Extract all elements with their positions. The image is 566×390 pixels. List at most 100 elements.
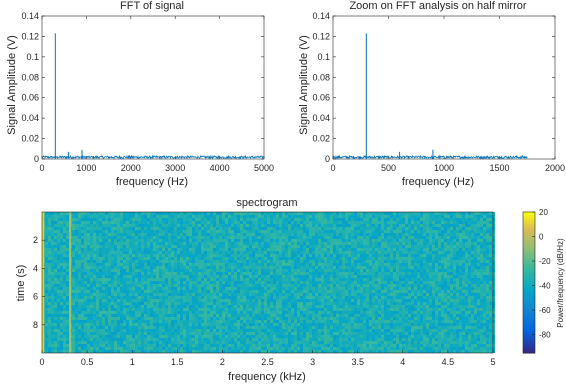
- spectrogram-cell: [438, 218, 441, 221]
- spectrogram-cell: [375, 293, 378, 296]
- spectrogram-cell: [261, 242, 264, 245]
- spectrogram-cell: [105, 302, 108, 305]
- spectrogram-cell: [465, 254, 468, 257]
- spectrogram-cell: [387, 218, 390, 221]
- spectrogram-cell: [471, 260, 474, 263]
- spectrogram-cell: [51, 308, 54, 311]
- spectrogram-cell: [255, 245, 258, 248]
- spectrogram-cell: [60, 251, 63, 254]
- spectrogram-cell: [426, 230, 429, 233]
- spectrogram-cell: [489, 248, 492, 251]
- spectrogram-cell: [153, 275, 156, 278]
- spectrogram-cell: [102, 263, 105, 266]
- spectrogram-cell: [393, 299, 396, 302]
- spectrogram-cell: [108, 248, 111, 251]
- spectrogram-cell: [210, 275, 213, 278]
- spectrogram-cell: [369, 221, 372, 224]
- spectrogram-cell: [396, 281, 399, 284]
- spectrogram-cell: [168, 260, 171, 263]
- spectrogram-cell: [429, 260, 432, 263]
- spectrogram-cell: [480, 296, 483, 299]
- spectrogram-cell: [321, 212, 324, 215]
- spectrogram-cell: [198, 293, 201, 296]
- spectrogram-cell: [255, 218, 258, 221]
- spectrogram-cell: [174, 290, 177, 293]
- spectrogram-cell: [258, 281, 261, 284]
- spectrogram-cell: [165, 263, 168, 266]
- spectrogram-cell: [111, 218, 114, 221]
- spectrogram-cell: [438, 278, 441, 281]
- spectrogram-cell: [75, 212, 78, 215]
- spectrogram-cell: [360, 233, 363, 236]
- spectrogram-cell: [312, 302, 315, 305]
- spectrogram-cell: [351, 212, 354, 215]
- spectrogram-cell: [252, 269, 255, 272]
- spectrogram-cell: [348, 305, 351, 308]
- spectrogram-cell: [312, 227, 315, 230]
- spectrogram-cell: [204, 287, 207, 290]
- spectrogram-cell: [189, 290, 192, 293]
- spectrogram-cell: [279, 281, 282, 284]
- spectrogram-cell: [261, 233, 264, 236]
- spectrogram-cell: [276, 260, 279, 263]
- spectrogram-cell: [465, 278, 468, 281]
- spectrogram-cell: [171, 251, 174, 254]
- spectrogram-cell: [444, 224, 447, 227]
- spectrogram-cell: [78, 260, 81, 263]
- spectrogram-cell: [360, 239, 363, 242]
- spectrogram-cell: [186, 218, 189, 221]
- spectrogram-cell: [390, 293, 393, 296]
- spectrogram-cell: [390, 302, 393, 305]
- spectrogram-cell: [465, 269, 468, 272]
- spectrogram-cell: [279, 230, 282, 233]
- spectrogram-cell: [330, 233, 333, 236]
- spectrogram-cell: [378, 275, 381, 278]
- spectrogram-cell: [414, 266, 417, 269]
- spectrogram-cell: [177, 254, 180, 257]
- spectrogram-cell: [414, 293, 417, 296]
- spectrogram-cell: [447, 293, 450, 296]
- spectrogram-cell: [459, 233, 462, 236]
- spectrogram-cell: [372, 275, 375, 278]
- spectrogram-cell: [360, 227, 363, 230]
- spectrogram-cell: [471, 281, 474, 284]
- spectrogram-cell: [288, 281, 291, 284]
- spectrogram-cell: [465, 275, 468, 278]
- spectrogram-cell: [318, 233, 321, 236]
- spectrogram-cell: [225, 275, 228, 278]
- spectrogram-cell: [162, 266, 165, 269]
- spectrogram-cell: [126, 281, 129, 284]
- spectrogram-cell: [279, 236, 282, 239]
- spectrogram-cell: [210, 242, 213, 245]
- spectrogram-cell: [156, 215, 159, 218]
- spectrogram-cell: [48, 260, 51, 263]
- spectrogram-cell: [312, 230, 315, 233]
- spectrogram-cell: [198, 296, 201, 299]
- spectrogram-cell: [276, 275, 279, 278]
- spectrogram-cell: [414, 263, 417, 266]
- spectrogram-cell: [423, 299, 426, 302]
- spectrogram-cell: [444, 242, 447, 245]
- spectrogram-cell: [240, 281, 243, 284]
- spectrogram-cell: [399, 242, 402, 245]
- spectrogram-cell: [66, 218, 69, 221]
- spectrogram-cell: [315, 284, 318, 287]
- spectrogram-cell: [57, 290, 60, 293]
- spectrogram-cell: [405, 221, 408, 224]
- spectrogram-cell: [363, 281, 366, 284]
- spectrogram-cell: [198, 251, 201, 254]
- spectrogram-cell: [120, 239, 123, 242]
- spectrogram-cell: [438, 290, 441, 293]
- spectrogram-cell: [348, 215, 351, 218]
- spectrogram-cell: [87, 299, 90, 302]
- spectrogram-cell: [54, 224, 57, 227]
- spectrogram-cell: [288, 287, 291, 290]
- spectrogram-cell: [327, 230, 330, 233]
- spectrogram-cell: [243, 251, 246, 254]
- spectrogram-cell: [396, 260, 399, 263]
- spectrogram-cell: [459, 212, 462, 215]
- spectrogram-cell: [225, 245, 228, 248]
- spectrogram-cell: [327, 221, 330, 224]
- spectrogram-cell: [300, 236, 303, 239]
- spectrogram-cell: [216, 230, 219, 233]
